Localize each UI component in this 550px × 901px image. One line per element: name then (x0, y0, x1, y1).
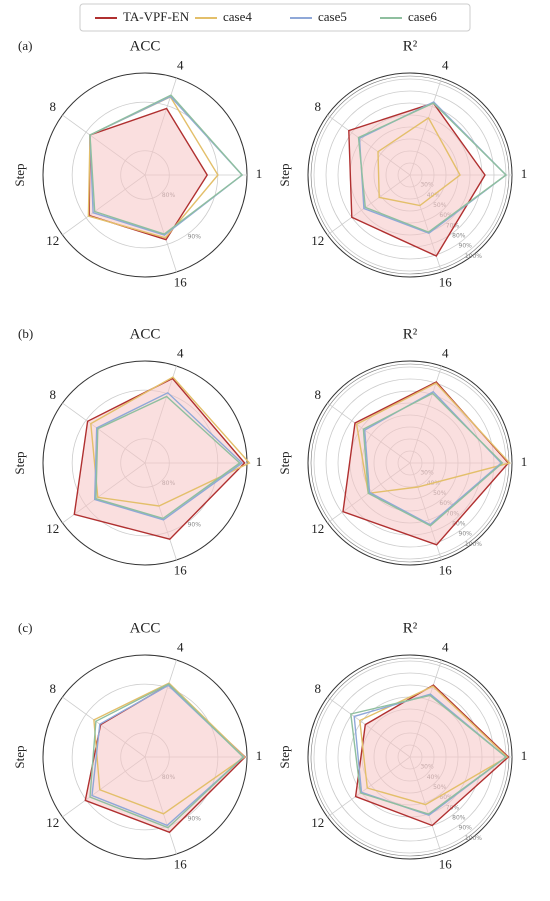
series-polygon (377, 116, 461, 207)
r-tick-label: 90% (188, 233, 202, 240)
category-label: 1 (521, 166, 528, 181)
legend-label: case4 (223, 9, 252, 24)
category-label: 12 (46, 815, 59, 830)
panel-label: (b) (18, 326, 33, 341)
r-tick-label: 90% (459, 531, 473, 538)
r-tick-label: 80% (452, 815, 466, 822)
category-label: 16 (174, 274, 188, 289)
category-label: 12 (46, 233, 59, 248)
chart-title: R² (403, 620, 418, 636)
series-polygon (73, 377, 246, 540)
category-label: 4 (177, 58, 184, 73)
r-tick-label: 90% (188, 521, 202, 528)
category-label: 1 (256, 454, 263, 469)
legend-box (79, 3, 471, 32)
category-label: 4 (442, 346, 449, 361)
category-label: 8 (315, 681, 322, 696)
r-tick-label: 100% (465, 253, 482, 260)
legend-label: case6 (408, 9, 437, 24)
category-label: 8 (315, 99, 322, 114)
category-label: 4 (442, 640, 449, 655)
category-label: 16 (439, 562, 453, 577)
category-label: 1 (256, 748, 263, 763)
series-polygon (91, 684, 245, 827)
category-label: 12 (311, 233, 324, 248)
r-tick-label: 100% (465, 835, 482, 842)
series-polygon (350, 694, 508, 815)
r-tick-label: 80% (452, 233, 466, 240)
category-label: 12 (46, 521, 59, 536)
r-axis-label: Step (12, 163, 27, 186)
series-polygon (355, 382, 511, 495)
series-polygon (348, 102, 486, 257)
r-axis-label: Step (277, 451, 292, 474)
category-label: 8 (315, 387, 322, 402)
series-polygon (359, 685, 509, 806)
legend-label: case5 (318, 9, 347, 24)
series-polygon (353, 693, 508, 816)
category-label: 16 (174, 856, 188, 871)
chart-title: R² (403, 326, 418, 342)
chart-title: R² (403, 38, 418, 54)
panel-label: (c) (18, 620, 32, 635)
series-polygon (84, 684, 247, 834)
r-tick-label: 90% (459, 825, 473, 832)
series-polygon (90, 376, 251, 507)
category-label: 1 (521, 748, 528, 763)
legend-label: TA-VPF-EN (123, 9, 190, 24)
category-label: 16 (439, 274, 453, 289)
r-tick-label: 90% (188, 815, 202, 822)
r-tick-label: 80% (452, 521, 466, 528)
series-polygon (93, 391, 244, 521)
r-axis-label: Step (277, 745, 292, 768)
series-polygon (89, 95, 244, 236)
series-polygon (95, 395, 241, 520)
category-label: 4 (177, 640, 184, 655)
category-label: 16 (174, 562, 188, 577)
chart-title: ACC (130, 38, 161, 54)
r-axis-label: Step (277, 163, 292, 186)
category-label: 12 (311, 521, 324, 536)
category-label: 1 (256, 166, 263, 181)
category-label: 1 (521, 454, 528, 469)
series-polygon (362, 392, 504, 527)
category-label: 8 (50, 99, 57, 114)
category-label: 16 (439, 856, 453, 871)
chart-title: ACC (130, 326, 161, 342)
series-polygon (357, 102, 508, 233)
r-tick-label: 100% (465, 541, 482, 548)
category-label: 12 (311, 815, 324, 830)
series-polygon (354, 684, 510, 827)
category-label: 8 (50, 681, 57, 696)
chart-title: ACC (130, 620, 161, 636)
category-label: 4 (442, 58, 449, 73)
series-polygon (89, 683, 245, 829)
r-tick-label: 90% (459, 243, 473, 250)
category-label: 8 (50, 387, 57, 402)
series-polygon (363, 390, 503, 526)
series-polygon (89, 94, 244, 235)
r-axis-label: Step (12, 451, 27, 474)
panel-label: (a) (18, 38, 32, 53)
r-axis-label: Step (12, 745, 27, 768)
category-label: 4 (177, 346, 184, 361)
